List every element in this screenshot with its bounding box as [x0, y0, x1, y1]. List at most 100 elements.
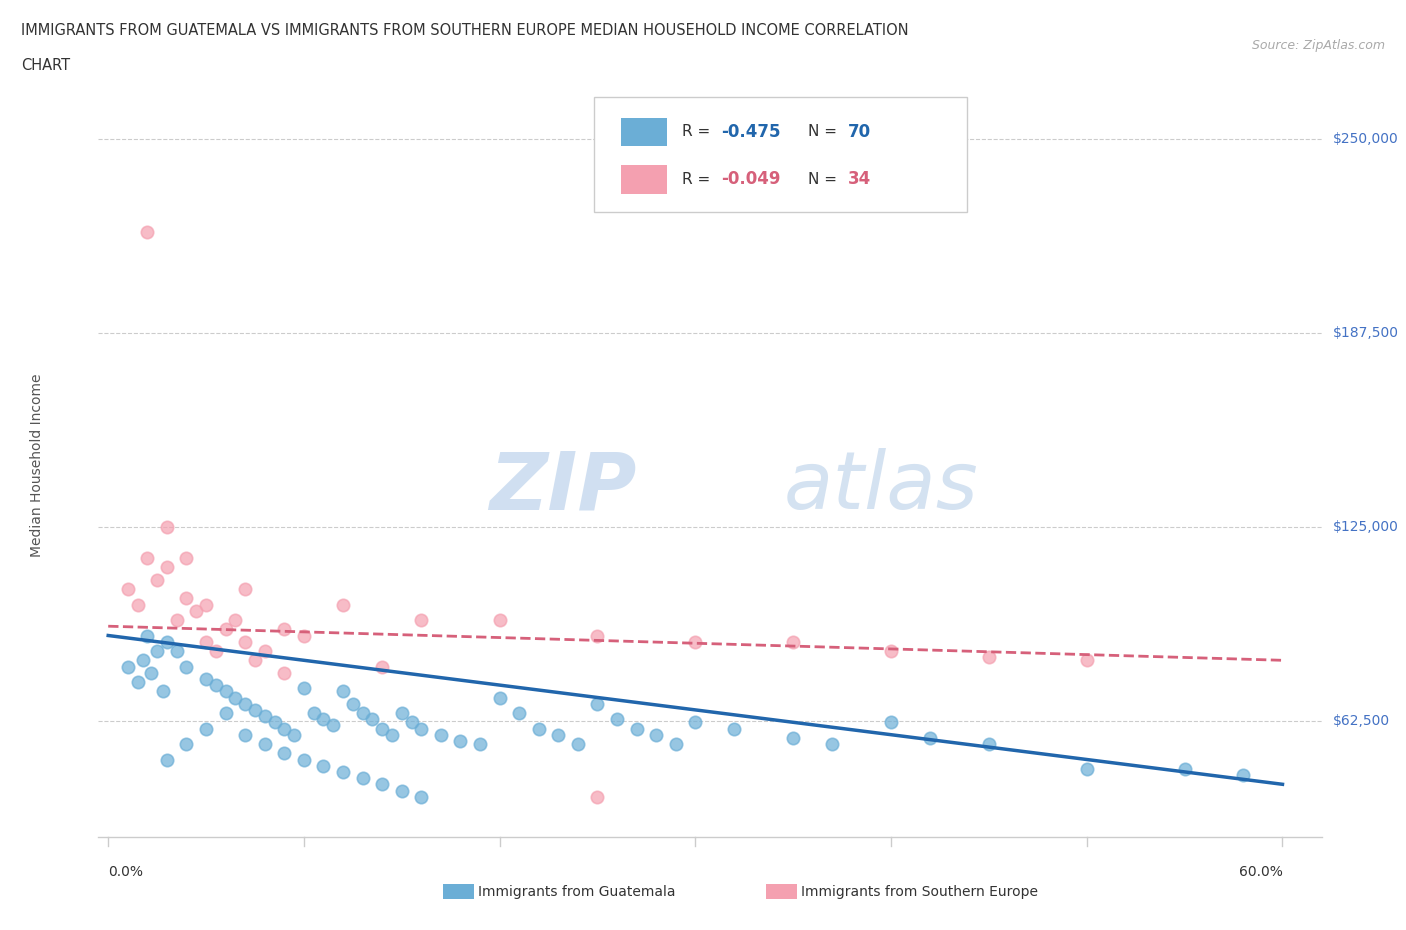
Point	[586, 790, 609, 804]
Point	[645, 727, 668, 742]
Point	[782, 730, 804, 745]
Point	[253, 737, 276, 751]
Text: $62,500: $62,500	[1333, 713, 1391, 728]
Point	[508, 706, 530, 721]
Text: 0.0%: 0.0%	[108, 865, 143, 879]
Text: 70: 70	[848, 123, 872, 140]
Point	[243, 702, 266, 717]
Point	[371, 777, 394, 791]
Point	[665, 737, 688, 751]
Point	[127, 674, 149, 689]
Point	[156, 560, 179, 575]
Text: IMMIGRANTS FROM GUATEMALA VS IMMIGRANTS FROM SOUTHERN EUROPE MEDIAN HOUSEHOLD IN: IMMIGRANTS FROM GUATEMALA VS IMMIGRANTS …	[21, 23, 908, 38]
Point	[176, 659, 198, 674]
Point	[166, 644, 188, 658]
Point	[1174, 762, 1197, 777]
Point	[782, 634, 804, 649]
Text: ZIP: ZIP	[489, 448, 637, 526]
Point	[547, 727, 569, 742]
Point	[332, 597, 354, 612]
Point	[450, 734, 472, 749]
Point	[880, 644, 903, 658]
Point	[263, 715, 285, 730]
Point	[146, 572, 169, 587]
Text: Immigrants from Southern Europe: Immigrants from Southern Europe	[801, 884, 1039, 899]
Text: R =: R =	[682, 125, 716, 140]
Point	[488, 690, 510, 705]
Point	[352, 771, 374, 786]
Point	[920, 730, 942, 745]
Point	[488, 613, 510, 628]
Point	[283, 727, 305, 742]
Point	[292, 681, 315, 696]
FancyBboxPatch shape	[620, 118, 668, 146]
Point	[411, 721, 433, 736]
Text: R =: R =	[682, 172, 716, 187]
Point	[205, 644, 228, 658]
Point	[401, 715, 423, 730]
Point	[1076, 762, 1098, 777]
Point	[214, 684, 236, 698]
Text: Median Household Income: Median Household Income	[31, 373, 44, 557]
Point	[371, 721, 394, 736]
Point	[606, 711, 628, 726]
Point	[233, 634, 256, 649]
Text: Immigrants from Guatemala: Immigrants from Guatemala	[478, 884, 675, 899]
Point	[136, 628, 159, 643]
Point	[391, 706, 413, 721]
Point	[381, 727, 404, 742]
FancyBboxPatch shape	[620, 166, 668, 193]
Point	[312, 711, 335, 726]
Point	[253, 709, 276, 724]
Point	[205, 678, 228, 693]
Point	[166, 613, 188, 628]
Point	[156, 520, 179, 535]
Point	[195, 597, 218, 612]
Point	[273, 746, 295, 761]
Point	[136, 551, 159, 565]
Text: -0.475: -0.475	[721, 123, 780, 140]
Point	[411, 613, 433, 628]
Point	[273, 721, 295, 736]
Point	[391, 783, 413, 798]
Point	[195, 721, 218, 736]
Point	[233, 697, 256, 711]
Point	[233, 727, 256, 742]
Point	[411, 790, 433, 804]
Point	[224, 690, 246, 705]
Point	[253, 644, 276, 658]
Point	[312, 758, 335, 773]
Point	[430, 727, 453, 742]
Point	[127, 597, 149, 612]
Text: Source: ZipAtlas.com: Source: ZipAtlas.com	[1251, 39, 1385, 52]
Point	[821, 737, 844, 751]
Point	[152, 684, 174, 698]
Point	[132, 653, 155, 668]
Point	[361, 711, 384, 726]
Point	[186, 604, 208, 618]
Text: atlas: atlas	[783, 448, 979, 526]
Text: N =: N =	[808, 125, 842, 140]
Point	[176, 591, 198, 605]
Point	[224, 613, 246, 628]
Point	[117, 581, 139, 596]
Text: $187,500: $187,500	[1333, 326, 1399, 340]
Point	[195, 634, 218, 649]
Point	[302, 706, 325, 721]
Point	[977, 737, 1000, 751]
Point	[371, 659, 394, 674]
Text: $125,000: $125,000	[1333, 520, 1399, 534]
Point	[332, 684, 354, 698]
Point	[342, 697, 364, 711]
Point	[322, 718, 344, 733]
Point	[1232, 767, 1254, 782]
Point	[332, 764, 354, 779]
Text: 60.0%: 60.0%	[1239, 865, 1282, 879]
Point	[273, 622, 295, 637]
Point	[586, 697, 609, 711]
Text: 34: 34	[848, 170, 872, 189]
Point	[176, 737, 198, 751]
Point	[156, 634, 179, 649]
Point	[141, 665, 163, 680]
Point	[233, 581, 256, 596]
